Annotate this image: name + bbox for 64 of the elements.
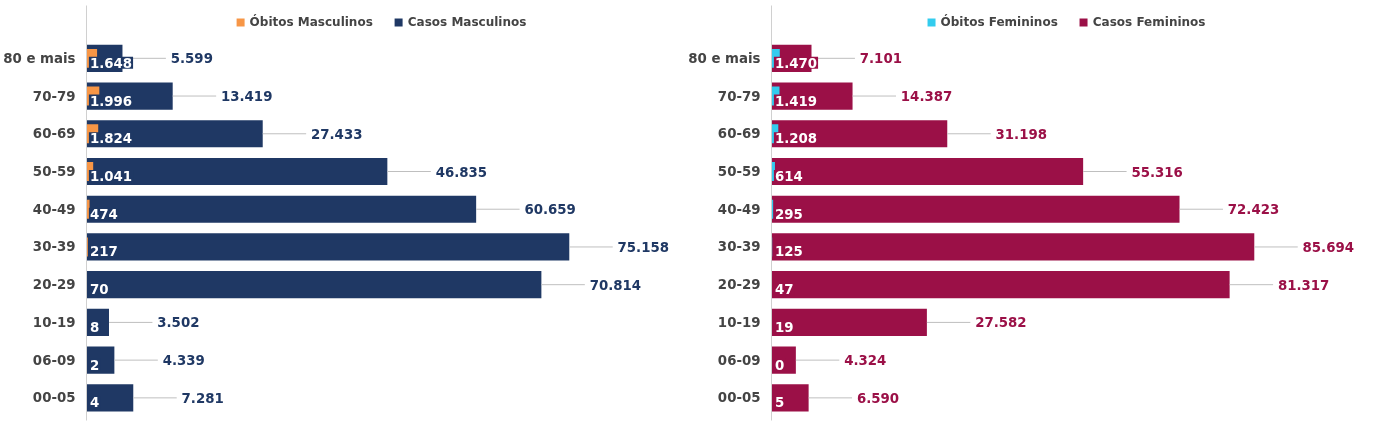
y-tick-label: 00-05 xyxy=(717,390,761,406)
data-label: 4.339 xyxy=(162,353,205,369)
data-label: 47 xyxy=(774,282,794,298)
data-label: 5.599 xyxy=(170,51,213,67)
data-label: 1.041 xyxy=(89,169,133,185)
data-label: 1.419 xyxy=(774,93,818,109)
data-label: 27.433 xyxy=(311,126,363,142)
data-label: 217 xyxy=(89,244,118,260)
y-tick-label: 70-79 xyxy=(32,88,76,104)
y-tick-label: 80 e mais xyxy=(688,50,761,66)
data-label: 19 xyxy=(774,319,794,335)
data-label: 6.590 xyxy=(856,390,900,406)
data-label: 295 xyxy=(774,206,803,222)
data-label: 46.835 xyxy=(435,164,488,180)
data-label: 55.316 xyxy=(1131,164,1183,180)
data-label: 474 xyxy=(89,206,118,222)
data-label: 614 xyxy=(774,169,803,185)
data-label: 85.694 xyxy=(1302,239,1354,255)
data-label: 0 xyxy=(774,357,785,373)
data-label: 72.423 xyxy=(1227,202,1280,218)
y-tick-label: 20-29 xyxy=(32,277,76,293)
data-label: 125 xyxy=(774,244,803,260)
y-tick-label: 06-09 xyxy=(717,352,761,368)
data-label: 1.470 xyxy=(774,55,818,71)
data-label: 13.419 xyxy=(220,89,273,105)
data-label: 3.502 xyxy=(157,315,200,331)
data-label: 1.996 xyxy=(89,93,133,109)
y-tick-label: 40-49 xyxy=(717,201,761,217)
data-label: 70 xyxy=(89,282,109,298)
y-tick-label: 40-49 xyxy=(32,201,76,217)
legend-label: Óbitos Femininos xyxy=(940,15,1058,29)
data-label: 1.648 xyxy=(89,55,133,71)
data-label: 4.324 xyxy=(844,353,887,369)
data-label: 5 xyxy=(774,395,785,411)
y-tick-label: 50-59 xyxy=(32,164,76,179)
data-label: 70.814 xyxy=(589,277,642,293)
data-label: 1.824 xyxy=(89,131,133,147)
data-label: 7.281 xyxy=(181,390,224,406)
data-label: 75.158 xyxy=(617,239,669,255)
data-label: 27.582 xyxy=(975,315,1027,331)
data-label: 2 xyxy=(89,357,100,373)
legend-label: Óbitos Masculinos xyxy=(249,15,373,29)
y-tick-label: 30-39 xyxy=(32,239,76,255)
y-tick-label: 60-69 xyxy=(32,126,76,142)
data-label: 7.101 xyxy=(859,51,902,67)
y-tick-label: 00-05 xyxy=(32,390,76,406)
data-label: 60.659 xyxy=(524,202,576,218)
y-tick-label: 20-29 xyxy=(717,277,761,293)
data-label: 8 xyxy=(89,319,100,335)
y-tick-label: 10-19 xyxy=(32,314,76,330)
data-label: 14.387 xyxy=(900,89,953,105)
data-label: 4 xyxy=(89,395,100,411)
y-tick-label: 06-09 xyxy=(32,352,76,368)
data-label: 81.317 xyxy=(1277,277,1330,293)
data-label: 1.208 xyxy=(774,131,818,147)
y-tick-label: 30-39 xyxy=(717,239,761,255)
y-tick-label: 50-59 xyxy=(717,164,761,179)
data-label: 31.198 xyxy=(995,126,1047,142)
y-tick-label: 70-79 xyxy=(717,88,761,104)
y-tick-label: 60-69 xyxy=(717,126,761,142)
y-tick-label: 80 e mais xyxy=(3,50,76,66)
legend-label: Casos Femininos xyxy=(1092,15,1206,29)
y-tick-label: 10-19 xyxy=(717,314,761,330)
legend-label: Casos Masculinos xyxy=(407,15,527,29)
